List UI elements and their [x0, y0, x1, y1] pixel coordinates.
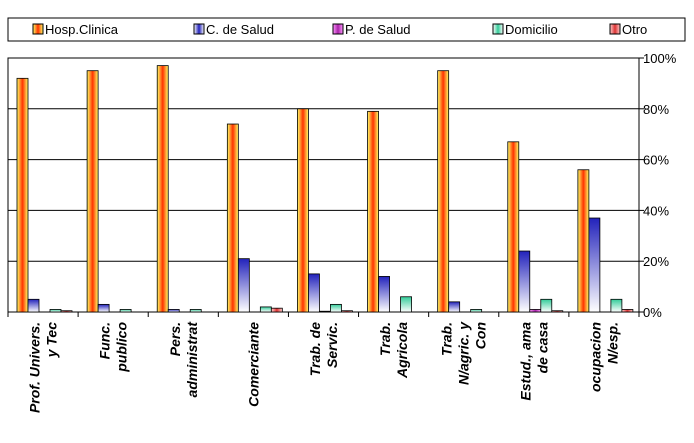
bar	[86, 70, 99, 313]
bar	[237, 258, 250, 313]
x-tick-label: Trab. deServic.	[307, 322, 340, 376]
y-tick-label: 100%	[643, 51, 677, 66]
legend-label: Domicilio	[505, 22, 558, 37]
x-tick-label: Trab.Agricola	[377, 322, 410, 379]
bar	[621, 309, 634, 313]
y-axis: 0% 20% 40% 60% 80% 100%	[639, 51, 677, 320]
bar	[470, 309, 483, 313]
legend-label: C. de Salud	[206, 22, 274, 37]
legend-swatch	[193, 23, 205, 35]
legend-label: P. de Salud	[345, 22, 411, 37]
bar	[437, 70, 450, 313]
legend-swatch	[332, 23, 344, 35]
bar	[588, 217, 601, 313]
bar	[259, 306, 272, 313]
bar	[119, 309, 132, 313]
legend-swatch	[492, 23, 504, 35]
x-tick-label: Comerciante	[245, 322, 261, 407]
plot-area	[7, 57, 640, 313]
legend: Hosp.Clinica C. de Salud P. de Salud Domici…	[32, 22, 647, 37]
bar	[577, 169, 590, 313]
bar	[378, 276, 390, 313]
y-tick-label: 80%	[643, 102, 669, 117]
x-tick-label: ocupacionN/esp.	[587, 322, 620, 392]
bar	[367, 110, 379, 313]
bar	[448, 301, 461, 313]
x-tick-label: Pers.administrat	[167, 321, 200, 398]
y-tick-label: 0%	[643, 305, 662, 320]
bar	[270, 307, 283, 313]
bar	[540, 298, 553, 313]
x-tick-label: Trab.N/agric. yCon	[439, 321, 489, 385]
bar	[518, 250, 531, 313]
bar	[400, 296, 412, 313]
bar	[60, 310, 73, 313]
x-tick-label: Func.publico	[97, 322, 130, 373]
y-tick-label: 40%	[643, 203, 669, 218]
bars	[16, 65, 634, 313]
bar	[319, 310, 331, 313]
y-tick-label: 20%	[643, 254, 669, 269]
x-tick-label: Estud., amade casa	[517, 322, 550, 401]
bar	[551, 310, 564, 313]
bar	[610, 298, 623, 313]
y-tick-label: 60%	[643, 153, 669, 168]
legend-box	[7, 17, 686, 42]
gridlines	[8, 108, 639, 262]
bar	[507, 141, 520, 313]
bar	[308, 273, 320, 313]
bar	[297, 108, 309, 313]
bar	[156, 65, 169, 313]
bar	[16, 77, 29, 313]
bar	[97, 303, 110, 313]
bar	[226, 123, 239, 313]
bar	[27, 298, 40, 313]
x-axis: Prof. Univers.y Tec Func.publico Pers.admi…	[7, 312, 640, 413]
x-tick-label: Prof. Univers.y Tec	[27, 322, 60, 413]
legend-swatch	[609, 23, 621, 35]
bar	[189, 309, 202, 313]
bar	[341, 310, 353, 313]
bar	[529, 309, 542, 313]
bar	[330, 303, 342, 313]
bar	[167, 309, 180, 313]
legend-label: Otro	[622, 22, 647, 37]
bar	[49, 309, 62, 313]
legend-swatch	[32, 23, 44, 35]
legend-label: Hosp.Clinica	[45, 22, 119, 37]
